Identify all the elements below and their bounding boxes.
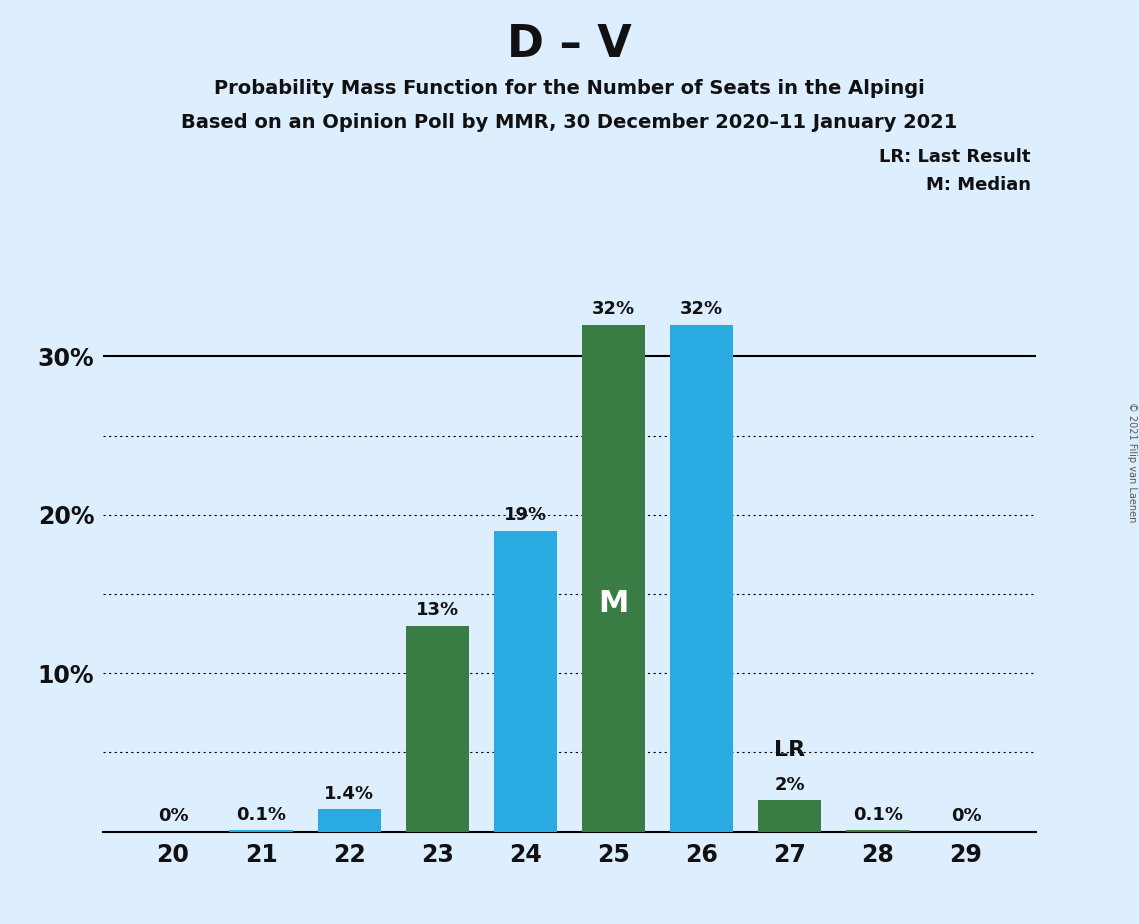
Bar — [670, 324, 734, 832]
Bar — [405, 626, 469, 832]
Bar — [582, 324, 646, 832]
Bar — [318, 809, 380, 832]
Text: 32%: 32% — [680, 300, 723, 319]
Text: 32%: 32% — [592, 300, 636, 319]
Text: LR: LR — [775, 740, 805, 760]
Text: LR: Last Result: LR: Last Result — [879, 148, 1031, 165]
Text: 0%: 0% — [157, 808, 188, 825]
Bar — [759, 800, 821, 832]
Text: D – V: D – V — [507, 23, 632, 67]
Text: 0.1%: 0.1% — [236, 806, 286, 823]
Text: M: Median: M: Median — [926, 176, 1031, 193]
Text: M: M — [598, 589, 629, 618]
Text: 0%: 0% — [951, 808, 982, 825]
Bar — [493, 530, 557, 832]
Text: © 2021 Filip van Laenen: © 2021 Filip van Laenen — [1126, 402, 1137, 522]
Text: 2%: 2% — [775, 775, 805, 794]
Text: 1.4%: 1.4% — [325, 785, 375, 803]
Bar — [846, 830, 910, 832]
Bar — [229, 830, 293, 832]
Text: Probability Mass Function for the Number of Seats in the Alpingi: Probability Mass Function for the Number… — [214, 79, 925, 98]
Text: 0.1%: 0.1% — [853, 806, 903, 823]
Text: Based on an Opinion Poll by MMR, 30 December 2020–11 January 2021: Based on an Opinion Poll by MMR, 30 Dece… — [181, 113, 958, 132]
Text: 13%: 13% — [416, 602, 459, 619]
Text: 19%: 19% — [503, 506, 547, 524]
